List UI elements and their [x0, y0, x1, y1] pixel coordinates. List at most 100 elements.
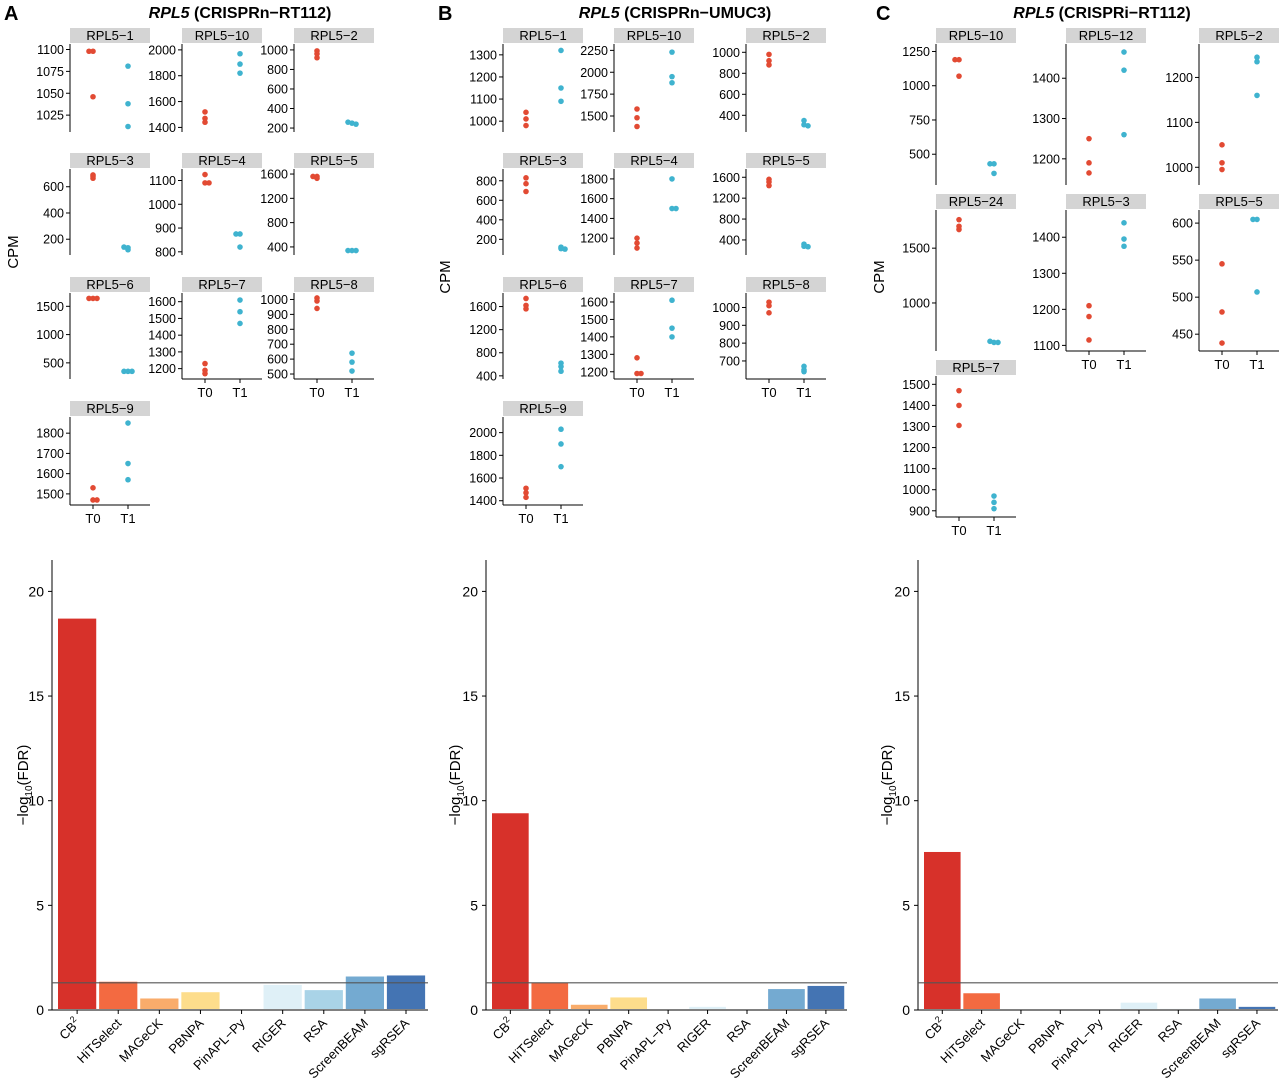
bar-y-tick-label: 10 — [462, 793, 478, 809]
y-tick-label: 1600 — [469, 472, 497, 486]
data-point-t0 — [1219, 309, 1225, 315]
data-point-t0 — [634, 114, 640, 121]
data-point-t0 — [86, 48, 92, 55]
bar-y-axis-label: −log10(FDR) — [879, 745, 899, 826]
y-tick-label: 800 — [719, 213, 740, 227]
y-tick-label: 1800 — [148, 69, 176, 83]
data-point-t0 — [956, 73, 962, 79]
y-tick-label: 1300 — [469, 48, 497, 62]
data-point-t0 — [1086, 313, 1092, 320]
y-tick-label: 800 — [155, 245, 176, 259]
y-tick-label: 1200 — [580, 232, 608, 246]
data-point-t0 — [90, 93, 96, 100]
data-point-t1 — [125, 123, 131, 130]
data-point-t1 — [349, 368, 355, 374]
data-point-t1 — [991, 339, 997, 346]
bar-6 — [689, 1006, 726, 1009]
y-tick-label: 1000 — [469, 115, 497, 129]
data-point-t0 — [634, 245, 640, 251]
bar-method-label: CB2 — [488, 1014, 516, 1042]
strip-plot-3: RPL5−2 1200 1100 1000 — [1165, 28, 1279, 185]
y-tick-label: 1400 — [580, 212, 608, 226]
strip-plot-10: RPL5−9 2000 1800 1600 1400 T0 T1 — [469, 401, 583, 526]
x-tick-label: T0 — [951, 523, 966, 538]
bar-3 — [570, 1004, 608, 1009]
data-point-t1 — [669, 325, 675, 331]
facet-strip — [746, 153, 826, 168]
panel-title-gene: RPL5 — [579, 5, 621, 22]
y-tick-label: 800 — [476, 174, 497, 188]
panel-title: RPL5 (CRISPRn−UMUC3) — [579, 5, 771, 22]
data-point-t1 — [1254, 58, 1260, 65]
bar-8 — [768, 989, 805, 1009]
y-tick-label: 1300 — [902, 420, 930, 434]
facet-label: RPL5−5 — [310, 153, 357, 168]
x-tick-label: T1 — [344, 385, 359, 400]
data-point-t0 — [314, 305, 320, 312]
y-tick-label: 1100 — [1166, 116, 1193, 130]
data-point-t1 — [349, 359, 355, 365]
y-tick-label: 1000 — [902, 79, 930, 93]
y-tick-label: 1100 — [470, 93, 497, 107]
y-tick-label: 600 — [267, 353, 288, 367]
y-tick-label: 1600 — [469, 300, 497, 314]
facet-strip — [1066, 28, 1146, 43]
y-tick-label: 1100 — [37, 43, 64, 57]
data-point-t0 — [1219, 261, 1225, 267]
y-tick-label: 450 — [1172, 328, 1193, 342]
bar-1 — [58, 618, 97, 1009]
facet-label: RPL5−12 — [1079, 28, 1134, 43]
data-point-t0 — [956, 56, 962, 63]
data-point-t0 — [90, 295, 96, 302]
y-tick-label: 400 — [719, 233, 740, 247]
strip-plot-5: RPL5−4 1100 1000 900 800 — [148, 153, 262, 259]
strip-plot-4: RPL5−24 1500 1000 — [902, 194, 1016, 351]
y-tick-label: 600 — [43, 180, 64, 194]
facet-strip — [503, 401, 583, 416]
bar-chart: 05101520−log10(FDR)CB2HiTSelectMAGeCKPBN… — [879, 560, 1278, 1081]
facet-strip — [182, 277, 262, 292]
y-tick-label: 1200 — [148, 362, 176, 376]
bar-y-tick-label: 0 — [36, 1002, 44, 1018]
data-point-t1 — [237, 320, 243, 327]
data-point-t1 — [345, 247, 351, 254]
bar-method-label: MAGeCK — [978, 1015, 1028, 1065]
bar-8 — [345, 976, 385, 1009]
data-point-t1 — [1121, 236, 1127, 242]
data-point-t1 — [673, 205, 679, 212]
data-point-t0 — [202, 109, 208, 115]
y-tick-label: 500 — [43, 356, 64, 370]
facet-strip — [936, 360, 1016, 375]
data-point-t1 — [237, 244, 243, 250]
data-point-t0 — [202, 171, 208, 178]
y-tick-label: 500 — [1172, 291, 1193, 305]
bar-9 — [386, 975, 426, 1009]
facet-label: RPL5−5 — [1215, 194, 1262, 209]
data-point-t1 — [353, 121, 359, 127]
y-tick-label: 750 — [909, 113, 930, 127]
data-point-t1 — [237, 50, 243, 57]
facet-label: RPL5−10 — [627, 28, 682, 43]
ylabel-subscript: 10 — [888, 785, 899, 797]
facet-label: RPL5−9 — [86, 401, 133, 416]
panel-title: RPL5 (CRISPRi−RT112) — [1013, 5, 1190, 22]
y-tick-label: 1600 — [580, 295, 608, 309]
data-point-t0 — [956, 226, 962, 233]
y-tick-label: 800 — [719, 67, 740, 81]
data-point-t1 — [237, 61, 243, 67]
method-superscript: 2 — [933, 1014, 944, 1025]
bar-method-label: sgRSEA — [367, 1015, 413, 1061]
bar-y-tick-label: 10 — [894, 793, 910, 809]
data-point-t0 — [86, 295, 92, 302]
strip-plot-9: RPL5−8 1000 900 800 700 T0 T1 — [712, 277, 826, 400]
facet-strip — [70, 153, 150, 168]
data-point-t0 — [956, 422, 962, 429]
facet-strip — [503, 153, 583, 168]
data-point-t0 — [766, 310, 772, 316]
y-tick-label: 1500 — [36, 487, 64, 501]
bar-y-tick-label: 15 — [894, 688, 910, 704]
y-tick-label: 1300 — [580, 348, 608, 362]
data-point-t1 — [1121, 67, 1127, 73]
